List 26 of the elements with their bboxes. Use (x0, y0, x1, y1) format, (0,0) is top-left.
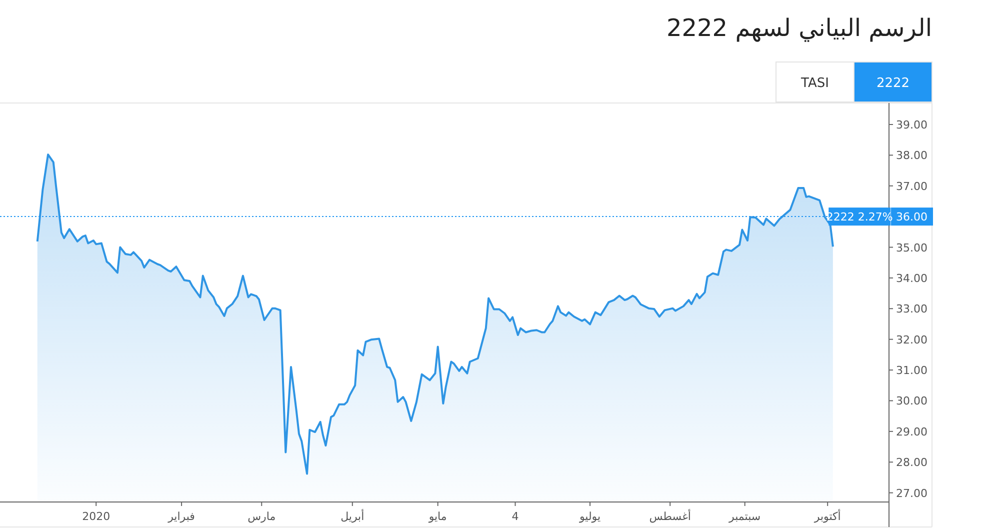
y-tick-label: 28.00 (896, 456, 928, 470)
y-tick-label: 27.00 (896, 486, 928, 500)
chart-title: الرسم البياني لسهم 2222 (666, 14, 932, 42)
x-tick-label: أبريل (340, 509, 364, 523)
y-tick-label: 29.00 (896, 425, 928, 438)
y-tick-label: 32.00 (896, 333, 928, 346)
y-tick-label: 38.00 (896, 149, 928, 162)
x-tick-label: 4 (512, 510, 519, 523)
x-tick-label: فبراير (167, 510, 195, 523)
y-tick-label: 37.00 (896, 180, 928, 193)
x-tick-label: 2020 (82, 510, 110, 523)
y-tick-label: 31.00 (896, 364, 928, 378)
y-tick-label: 36.00 (896, 210, 928, 224)
text: TASI (800, 76, 829, 91)
x-tick-label: يوليو (578, 510, 601, 523)
text: 2222 (876, 76, 910, 91)
y-tick-label: 33.00 (896, 302, 928, 316)
y-tick-label: 34.00 (896, 272, 928, 285)
x-tick-label: مايو (428, 510, 447, 523)
x-tick-label: أكتوبر (813, 509, 841, 523)
x-tick-label: أغسطس (649, 509, 691, 523)
x-tick-label: مارس (248, 510, 276, 523)
x-tick-label: سبتمبر (728, 510, 761, 523)
y-tick-label: 39.00 (896, 118, 928, 132)
y-tick-label: 30.00 (896, 394, 928, 408)
y-tick-label: 35.00 (896, 241, 928, 254)
